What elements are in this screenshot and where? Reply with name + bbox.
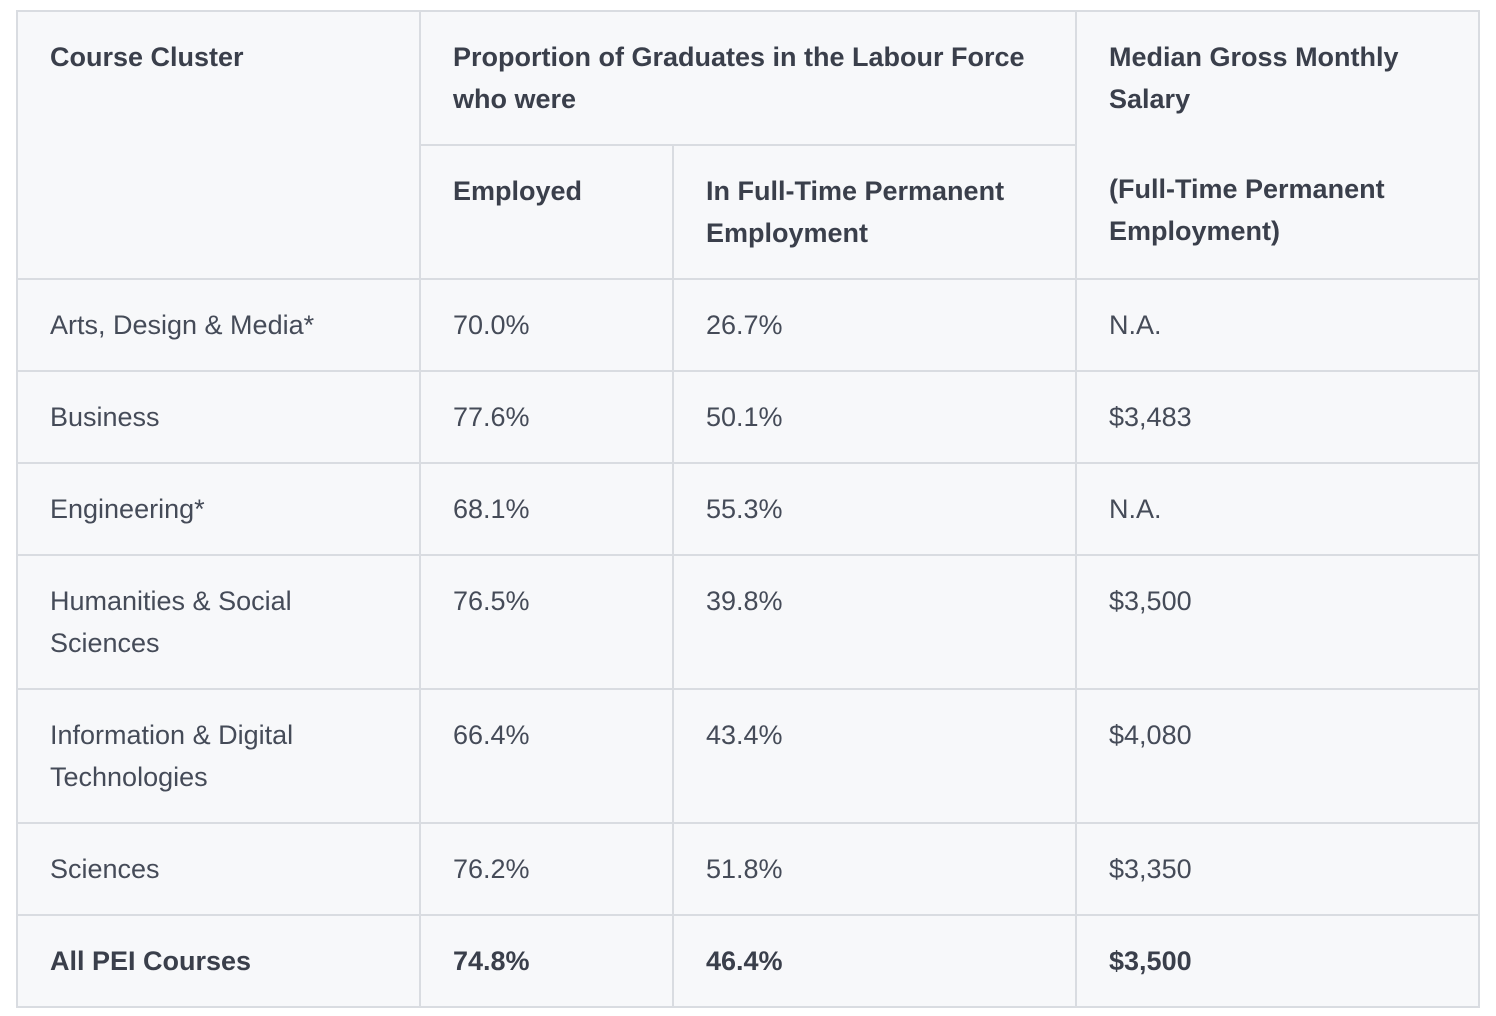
table-row: Business 77.6% 50.1% $3,483 (16, 370, 1481, 464)
cell-employed: 70.0% (419, 278, 674, 372)
table-row: Arts, Design & Media* 70.0% 26.7% N.A. (16, 278, 1481, 372)
cell-ftpe-total: 46.4% (671, 914, 1078, 1008)
cell-ftpe: 43.4% (671, 688, 1078, 824)
header-median-salary: Median Gross Monthly Salary (Full-Time P… (1075, 10, 1481, 280)
table-row: Engineering* 68.1% 55.3% N.A. (16, 462, 1481, 556)
table-row: Sciences 76.2% 51.8% $3,350 (16, 822, 1481, 916)
table-row: Humanities & Social Sciences 76.5% 39.8%… (16, 554, 1481, 690)
cell-salary-total: $3,500 (1075, 914, 1481, 1008)
cell-salary: $3,483 (1075, 370, 1481, 464)
cell-salary: N.A. (1075, 462, 1481, 556)
cell-ftpe: 51.8% (671, 822, 1078, 916)
cell-cluster: Engineering* (16, 462, 421, 556)
cell-ftpe: 39.8% (671, 554, 1078, 690)
header-proportion-group: Proportion of Graduates in the Labour Fo… (418, 10, 1078, 146)
cell-cluster: Humanities & Social Sciences (16, 554, 421, 690)
cell-cluster: Business (16, 370, 421, 464)
cell-ftpe: 55.3% (671, 462, 1078, 556)
cell-cluster: Sciences (16, 822, 421, 916)
table-row-total: All PEI Courses 74.8% 46.4% $3,500 (16, 914, 1481, 1008)
cell-employed: 76.2% (419, 822, 674, 916)
cell-employed-total: 74.8% (419, 914, 674, 1008)
cell-employed: 66.4% (419, 688, 674, 824)
cell-cluster-total: All PEI Courses (16, 914, 421, 1008)
header-median-salary-label: Median Gross Monthly Salary (1109, 42, 1399, 114)
header-course-cluster: Course Cluster (16, 10, 421, 280)
cell-ftpe: 50.1% (671, 370, 1078, 464)
header-median-salary-note: (Full-Time Permanent Employment) (1109, 174, 1385, 246)
cell-salary: $3,500 (1075, 554, 1481, 690)
cell-employed: 77.6% (419, 370, 674, 464)
cell-salary: $3,350 (1075, 822, 1481, 916)
cell-employed: 76.5% (419, 554, 674, 690)
cell-cluster: Arts, Design & Media* (16, 278, 421, 372)
cell-salary: $4,080 (1075, 688, 1481, 824)
header-employed: Employed (419, 144, 674, 280)
header-full-time-permanent: In Full-Time Permanent Employment (671, 144, 1078, 280)
cell-ftpe: 26.7% (671, 278, 1078, 372)
cell-salary: N.A. (1075, 278, 1481, 372)
cell-employed: 68.1% (419, 462, 674, 556)
table-row: Information & Digital Technologies 66.4%… (16, 688, 1481, 824)
cell-cluster: Information & Digital Technologies (16, 688, 421, 824)
graduate-employment-table: Course Cluster Proportion of Graduates i… (16, 10, 1481, 1008)
